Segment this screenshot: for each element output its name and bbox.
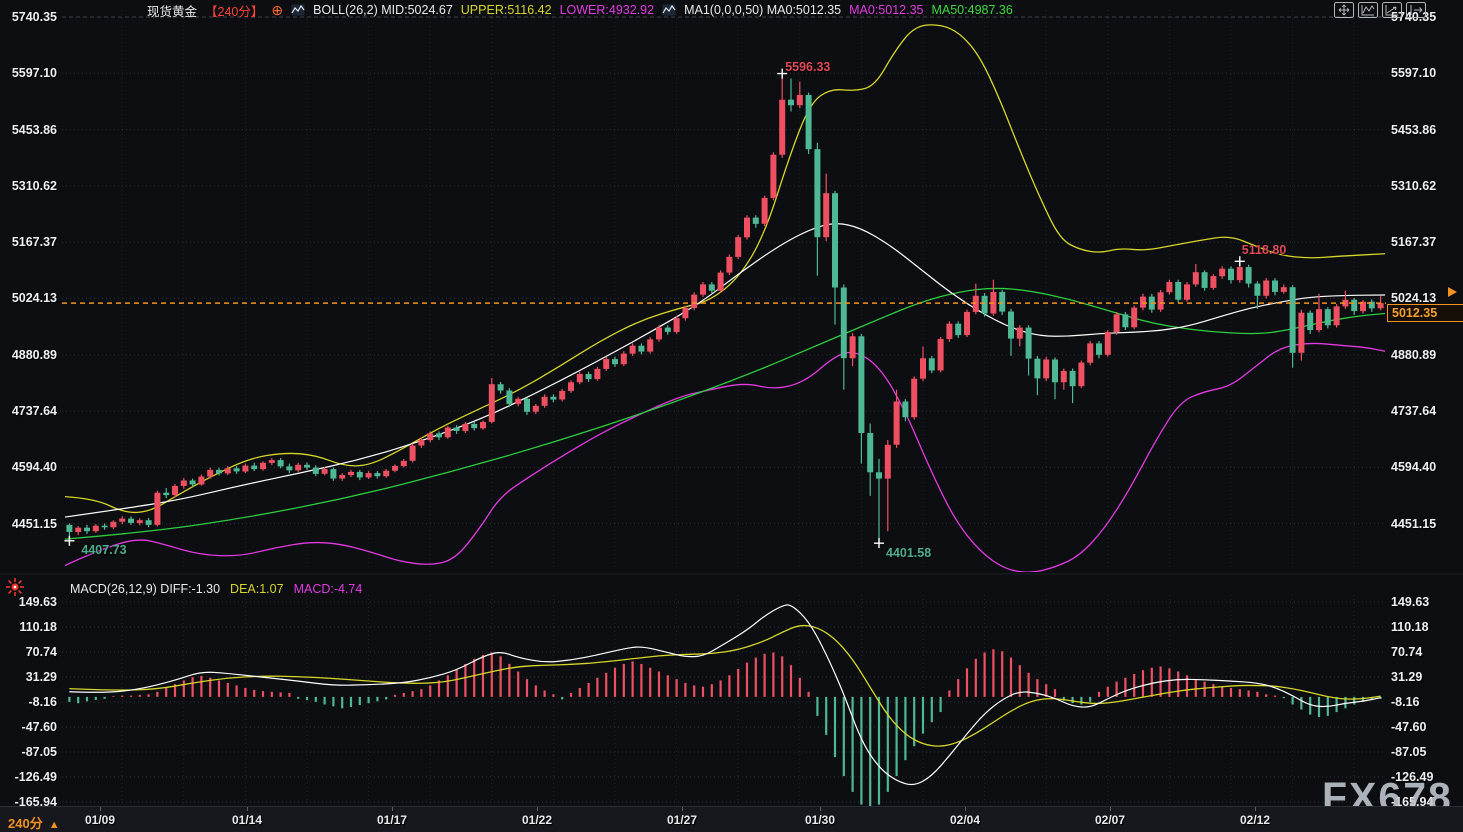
ma50-legend: MA50:4987.36 [931, 3, 1013, 17]
time-axis-bar[interactable]: 240分 ▲ 01/09 01/14 01/17 01/22 01/27 01/30 02/0… [0, 806, 1463, 832]
date-axis-tick [820, 807, 821, 811]
price-axis-label-right: 5597.10 [1391, 66, 1437, 81]
price-axis-label-left: 5310.62 [11, 178, 57, 193]
timeframe-up-arrow: ▲ [48, 819, 60, 831]
date-axis-label: 01/14 [231, 813, 263, 827]
price-axis-label-right: 70.74 [1391, 645, 1423, 660]
price-alert-marker [1448, 287, 1457, 298]
price-axis-label-right: 4451.15 [1391, 516, 1437, 531]
price-axis-label-right: -8.16 [1391, 695, 1420, 710]
timeframe-selector[interactable]: 240分 ▲ [8, 813, 60, 832]
boll-upper-legend: UPPER:5116.42 [460, 3, 552, 17]
trend-line-icon[interactable] [1382, 2, 1402, 18]
move-crosshair-icon[interactable] [1334, 2, 1354, 18]
price-axis-label-left: 4594.40 [11, 460, 57, 475]
price-axis-label-left: -47.60 [21, 720, 57, 735]
price-axis-label-right: -165.94 [1391, 795, 1434, 809]
price-axis-label-left: 149.63 [18, 595, 57, 610]
price-axis-label-left: 4451.15 [11, 516, 57, 531]
price-axis-label-right: -87.05 [1391, 745, 1427, 760]
main-chart-legend: 现货黄金 【240分】 ⊕ BOLL(26,2) MID:5024.67 UPP… [147, 2, 1013, 19]
current-price-tag: 5012.35 [1387, 304, 1463, 323]
indicator-alert-icon[interactable] [5, 577, 25, 602]
price-axis-label-left: 5453.86 [11, 122, 57, 137]
date-axis-tick [1255, 807, 1256, 811]
macd-dea-legend: DEA:1.07 [230, 582, 284, 596]
date-axis-tick [247, 807, 248, 811]
price-axis-label-left: 5740.35 [11, 10, 57, 24]
add-indicator-icon[interactable]: ⊕ [271, 2, 284, 18]
timeframe-selector-label: 240分 [8, 816, 43, 831]
indicator-window-icon[interactable] [1358, 2, 1378, 18]
date-axis-label: 01/30 [804, 813, 836, 827]
date-axis-label: 02/07 [1094, 813, 1126, 827]
price-axis-label-right: 149.63 [1391, 595, 1430, 610]
boll-lower-legend: LOWER:4932.92 [559, 3, 655, 17]
price-axis-label-left: -126.49 [14, 770, 57, 784]
price-axis-label-left: -87.05 [21, 745, 57, 760]
price-axis-label-left: -165.94 [14, 795, 57, 809]
ma1-legend: MA1(0,0,0,50) MA0:5012.35 [684, 3, 842, 17]
price-axis-label-left: 110.18 [19, 620, 57, 635]
date-axis-tick [100, 807, 101, 811]
price-axis-label-left: 4880.89 [11, 347, 57, 362]
price-axis-label-right: -126.49 [1391, 770, 1434, 784]
price-axis-label-left: 70.74 [25, 645, 57, 660]
date-axis-tick [965, 807, 966, 811]
price-axis-label-right: 4880.89 [1391, 347, 1437, 362]
price-axis-label-left: 4737.64 [11, 404, 57, 419]
price-annotation: 4401.58 [886, 546, 932, 561]
price-annotation: 5596.33 [785, 59, 831, 74]
macd-legend: MACD(26,12,9) DIFF:-1.30 DEA:1.07 MACD:-… [70, 582, 362, 596]
price-axis-label-right: 4737.64 [1391, 404, 1437, 419]
date-axis-label: 01/17 [376, 813, 408, 827]
timeframe-label[interactable]: 【240分】 [205, 4, 264, 19]
date-axis-label: 02/12 [1239, 813, 1271, 827]
price-axis-label-right: 5310.62 [1391, 178, 1437, 193]
boll-indicator-icon [291, 4, 305, 16]
price-axis-label-right: 31.29 [1391, 670, 1423, 685]
price-axis-label-right: 5024.13 [1391, 291, 1437, 306]
price-axis-label-right: 5453.86 [1391, 122, 1437, 137]
price-axis-label-left: 31.29 [25, 670, 57, 685]
macd-value-legend: MACD:-4.74 [293, 582, 363, 596]
chart-toolbar [1334, 2, 1426, 18]
ma-indicator-icon [662, 4, 676, 16]
next-page-icon[interactable] [1406, 2, 1426, 18]
price-annotation: 4407.73 [81, 542, 127, 557]
date-axis-label: 01/22 [521, 813, 553, 827]
price-axis-label-right: 110.18 [1391, 620, 1429, 635]
date-axis-label: 01/09 [84, 813, 116, 827]
price-axis-label-left: 5597.10 [11, 66, 57, 81]
date-axis-tick [1110, 807, 1111, 811]
price-axis-label-right: -47.60 [1391, 720, 1427, 735]
ma0-legend: MA0:5012.35 [849, 3, 924, 17]
price-axis-label-left: -8.16 [28, 695, 58, 710]
price-annotation: 5118.80 [1241, 243, 1287, 258]
price-axis-label-right: 4594.40 [1391, 460, 1437, 475]
date-axis-tick [682, 807, 683, 811]
price-axis-label-left: 5167.37 [11, 235, 57, 250]
price-axis-label-right: 5167.37 [1391, 235, 1437, 250]
symbol-name: 现货黄金 [147, 4, 198, 19]
price-axis-label-left: 5024.13 [11, 291, 57, 306]
date-axis-label: 01/27 [666, 813, 698, 827]
date-axis-tick [392, 807, 393, 811]
macd-diff-legend: MACD(26,12,9) DIFF:-1.30 [70, 582, 221, 596]
boll-legend: BOLL(26,2) MID:5024.67 [313, 3, 453, 17]
date-axis-tick [537, 807, 538, 811]
date-axis-label: 02/04 [949, 813, 981, 827]
